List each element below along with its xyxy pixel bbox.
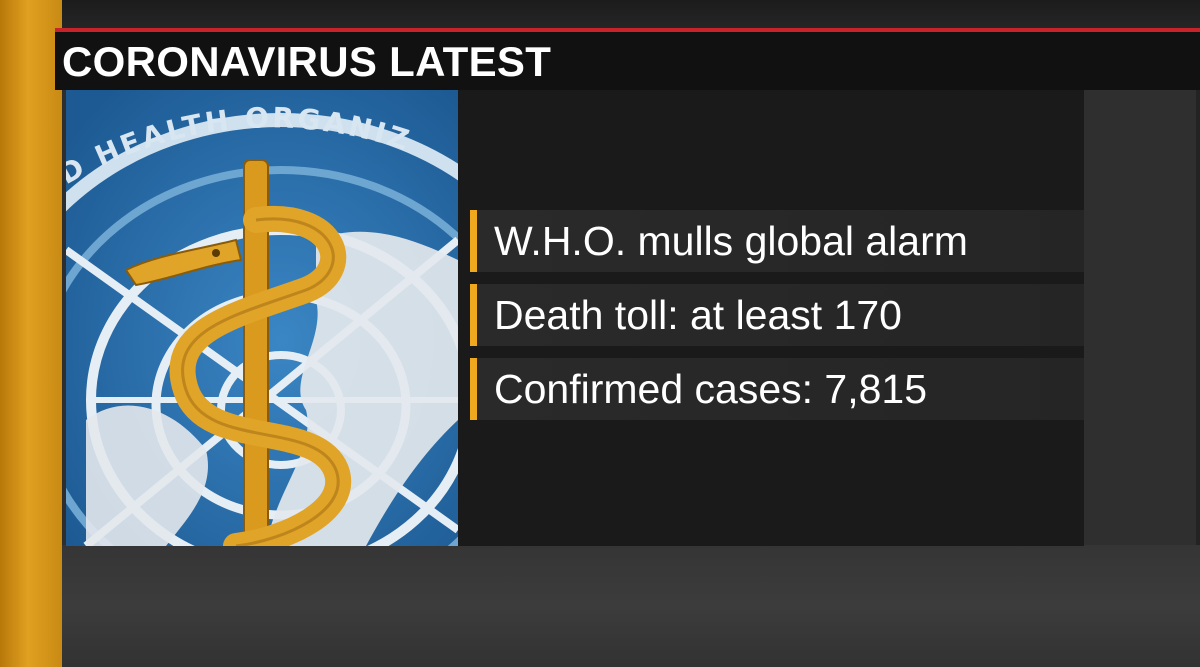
headline-text: Confirmed cases: 7,815 xyxy=(494,366,928,412)
page-title: CORONAVIRUS LATEST xyxy=(62,38,552,85)
headline-text: Death toll: at least 170 xyxy=(494,292,902,338)
headline-accent xyxy=(470,284,477,346)
headline-item: Death toll: at least 170 xyxy=(470,284,1084,346)
who-emblem-image: D HEALTH ORGANIZ xyxy=(66,90,458,546)
headline-accent xyxy=(470,358,477,420)
orange-side-bar xyxy=(0,0,62,667)
headline-accent xyxy=(470,210,477,272)
header-accent-line xyxy=(55,28,1200,32)
headline-item: W.H.O. mulls global alarm xyxy=(470,210,1084,272)
headline-list: W.H.O. mulls global alarm Death toll: at… xyxy=(470,210,1084,432)
studio-floor xyxy=(0,545,1200,667)
studio-top xyxy=(0,0,1200,30)
header-bar xyxy=(55,32,1200,90)
headline-item: Confirmed cases: 7,815 xyxy=(470,358,1084,420)
headline-text: W.H.O. mulls global alarm xyxy=(494,218,968,264)
